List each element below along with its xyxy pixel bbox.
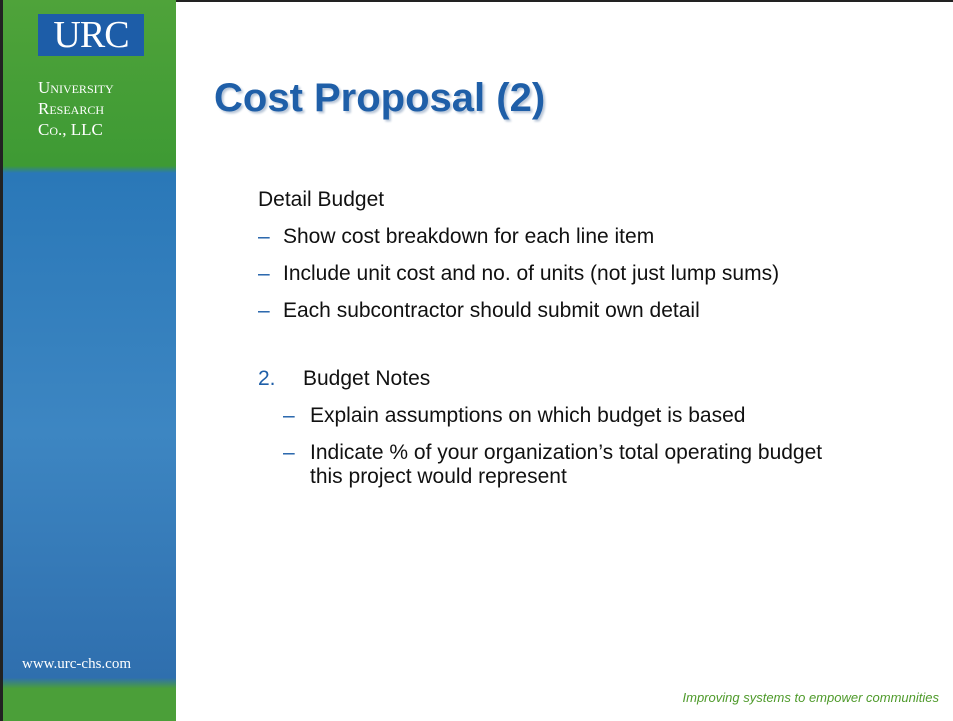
footer: Improving systems to empower communities [682, 690, 939, 705]
bullet-item: Show cost breakdown for each line item [283, 225, 655, 248]
bullet-dash: – [258, 225, 270, 248]
bullet-item: Each subcontractor should submit own det… [283, 299, 700, 322]
company-line: Co., LLC [38, 120, 103, 139]
company-line: Research [38, 99, 105, 118]
bullet-item: Explain assumptions on which budget is b… [310, 404, 746, 427]
section-heading: Budget Notes [303, 367, 431, 390]
bullet-dash: – [258, 299, 270, 322]
border [176, 0, 953, 2]
sidebar [0, 0, 176, 721]
company-line: University [38, 78, 114, 97]
section-heading: Detail Budget [258, 188, 385, 211]
bullet-dash: – [283, 441, 295, 464]
bullet-dash: – [258, 262, 270, 285]
title: Cost Proposal (2) [214, 76, 546, 120]
bullet-dash: – [283, 404, 295, 427]
list-number: 2. [258, 367, 276, 390]
bullet-item: Include unit cost and no. of units (not … [283, 262, 780, 285]
website: www.urc-chs.com [22, 656, 131, 672]
bullet-item: Indicate % of your organization’s total … [310, 441, 823, 488]
logo: URC [38, 14, 144, 56]
